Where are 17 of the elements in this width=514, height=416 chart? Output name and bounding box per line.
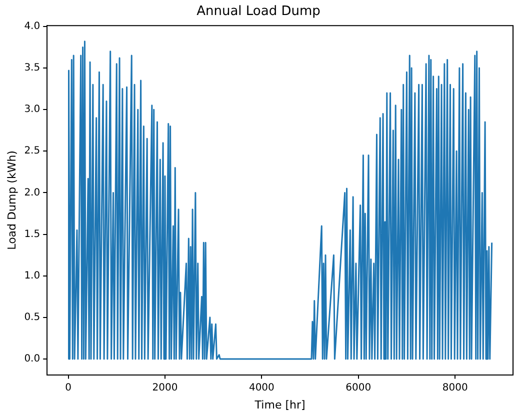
y-tick-label: 2.0: [24, 187, 40, 198]
x-tick-label: 4000: [248, 382, 274, 394]
x-tick-label: 8000: [442, 382, 468, 394]
x-axis-title: Time [hr]: [254, 398, 306, 412]
x-tick-label: 6000: [346, 382, 372, 394]
y-tick-label: 1.0: [24, 270, 40, 282]
x-tick-label: 0: [65, 382, 72, 394]
y-axis-title: Load Dump (kWh): [5, 150, 18, 250]
y-tick-label: 1.5: [24, 228, 40, 240]
x-tick-label: 2000: [152, 382, 178, 394]
y-tick-label: 3.5: [24, 62, 40, 74]
y-tick-label: 4.0: [24, 21, 40, 32]
y-tick-label: 2.5: [24, 146, 40, 157]
y-tick-label: 0.0: [24, 354, 40, 365]
y-tick-label: 0.5: [24, 312, 40, 324]
chart-title: Annual Load Dump: [196, 4, 320, 20]
y-tick-label: 3.0: [24, 104, 40, 116]
